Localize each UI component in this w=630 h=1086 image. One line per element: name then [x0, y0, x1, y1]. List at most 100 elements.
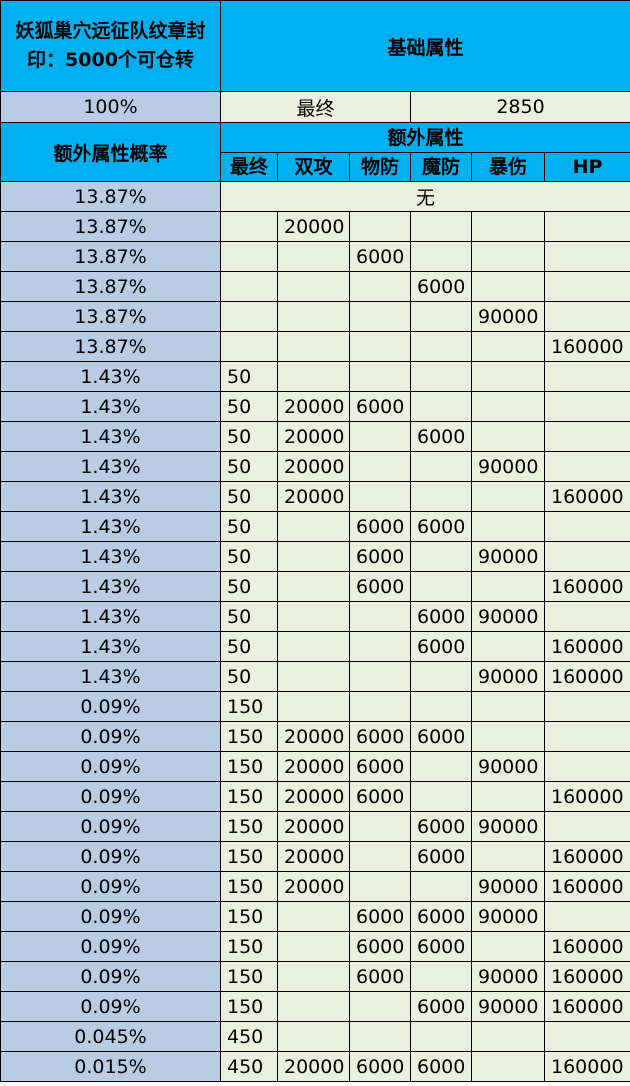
probability-cell: 1.43%	[0, 571, 221, 602]
value-cell	[277, 931, 350, 962]
value-cell	[277, 541, 350, 572]
column-header: 物防	[349, 152, 411, 182]
table-row: 0.09% 150 20000 6000 160000	[0, 841, 630, 872]
probability-cell: 1.43%	[0, 631, 221, 662]
value-cell	[220, 241, 278, 272]
table-row: 0.09% 150 6000 6000 160000	[0, 931, 630, 962]
value-cell	[349, 841, 411, 872]
value-cell: 90000	[471, 601, 545, 632]
value-cell: 90000	[471, 751, 545, 782]
value-cell	[277, 571, 350, 602]
value-cell: 20000	[277, 841, 350, 872]
probability-cell: 0.015%	[0, 1051, 221, 1082]
probability-cell: 1.43%	[0, 481, 221, 512]
table-row: 1.43% 50 6000 160000	[0, 631, 630, 662]
value-cell: 150	[220, 841, 278, 872]
value-cell: 160000	[543, 991, 630, 1022]
probability-cell: 13.87%	[0, 241, 221, 272]
value-cell: 90000	[471, 961, 545, 992]
value-cell	[410, 961, 472, 992]
value-cell	[410, 661, 472, 692]
value-cell: 20000	[277, 751, 350, 782]
value-cell	[220, 331, 278, 362]
table-row: 0.09% 150 20000 6000 90000	[0, 811, 630, 842]
value-cell	[349, 601, 411, 632]
value-cell: 150	[220, 721, 278, 752]
table-row: 0.09% 150 20000 6000 6000	[0, 721, 630, 752]
value-cell	[543, 451, 630, 482]
value-cell	[220, 271, 278, 302]
probability-cell: 1.43%	[0, 661, 221, 692]
value-cell	[349, 871, 411, 902]
probability-cell: 0.09%	[0, 691, 221, 722]
value-cell: 6000	[410, 601, 472, 632]
table-row: 0.09% 150 20000 6000 90000	[0, 751, 630, 782]
probability-cell: 0.09%	[0, 931, 221, 962]
value-cell	[410, 211, 472, 242]
value-cell	[410, 751, 472, 782]
extra-attribute-header: 额外属性	[219, 122, 630, 153]
value-cell: 6000	[349, 721, 411, 752]
probability-cell: 0.09%	[0, 871, 221, 902]
value-cell: 160000	[543, 871, 630, 902]
value-cell: 6000	[349, 1051, 411, 1082]
table-row: 0.045% 450	[0, 1021, 630, 1052]
value-cell	[471, 631, 545, 662]
value-cell: 150	[220, 691, 278, 722]
probability-cell: 0.09%	[0, 961, 221, 992]
table-row: 1.43% 50 6000 160000	[0, 571, 630, 602]
base-attribute-header: 基础属性	[219, 0, 630, 92]
table-row: 0.09% 150 6000 90000 160000	[0, 961, 630, 992]
value-cell: 150	[220, 931, 278, 962]
value-cell: 150	[220, 751, 278, 782]
value-cell: 6000	[410, 631, 472, 662]
value-cell	[410, 571, 472, 602]
value-cell	[471, 421, 545, 452]
base-attribute-name: 最终	[220, 91, 411, 123]
value-cell	[471, 481, 545, 512]
value-cell: 160000	[543, 781, 630, 812]
value-cell: 6000	[410, 931, 472, 962]
value-cell	[543, 391, 630, 422]
value-cell: 20000	[277, 391, 350, 422]
value-cell: 160000	[543, 481, 630, 512]
probability-cell: 0.09%	[0, 781, 221, 812]
probability-cell: 13.87%	[0, 271, 221, 302]
value-cell	[277, 991, 350, 1022]
value-cell	[543, 901, 630, 932]
table-row: 13.87% 20000	[0, 211, 630, 242]
value-cell	[410, 241, 472, 272]
value-cell: 6000	[349, 391, 411, 422]
table-row: 13.87% 6000	[0, 271, 630, 302]
value-cell: 50	[220, 451, 278, 482]
value-cell	[471, 841, 545, 872]
table-row: 13.87% 6000	[0, 241, 630, 272]
value-cell	[410, 781, 472, 812]
value-cell	[543, 271, 630, 302]
value-cell: 20000	[277, 871, 350, 902]
value-cell: 90000	[471, 661, 545, 692]
value-cell: 6000	[349, 931, 411, 962]
value-cell	[277, 511, 350, 542]
value-cell: 20000	[277, 721, 350, 752]
value-cell: 160000	[543, 961, 630, 992]
value-cell	[471, 571, 545, 602]
probability-cell: 1.43%	[0, 391, 221, 422]
table-row: 1.43% 50 90000 160000	[0, 661, 630, 692]
value-cell	[471, 1051, 545, 1082]
table-row: 1.43% 50 6000 90000	[0, 541, 630, 572]
value-cell	[471, 511, 545, 542]
value-cell	[410, 691, 472, 722]
value-cell	[349, 1021, 411, 1052]
value-cell	[349, 361, 411, 392]
column-header: 暴伤	[471, 152, 545, 182]
value-cell: 20000	[277, 211, 350, 242]
value-cell	[349, 301, 411, 332]
value-cell: 6000	[410, 841, 472, 872]
value-cell: 450	[220, 1021, 278, 1052]
value-cell: 90000	[471, 871, 545, 902]
value-cell	[277, 691, 350, 722]
value-cell	[277, 1021, 350, 1052]
value-cell: 6000	[410, 421, 472, 452]
table-row: 0.09% 150 6000 6000 90000	[0, 901, 630, 932]
